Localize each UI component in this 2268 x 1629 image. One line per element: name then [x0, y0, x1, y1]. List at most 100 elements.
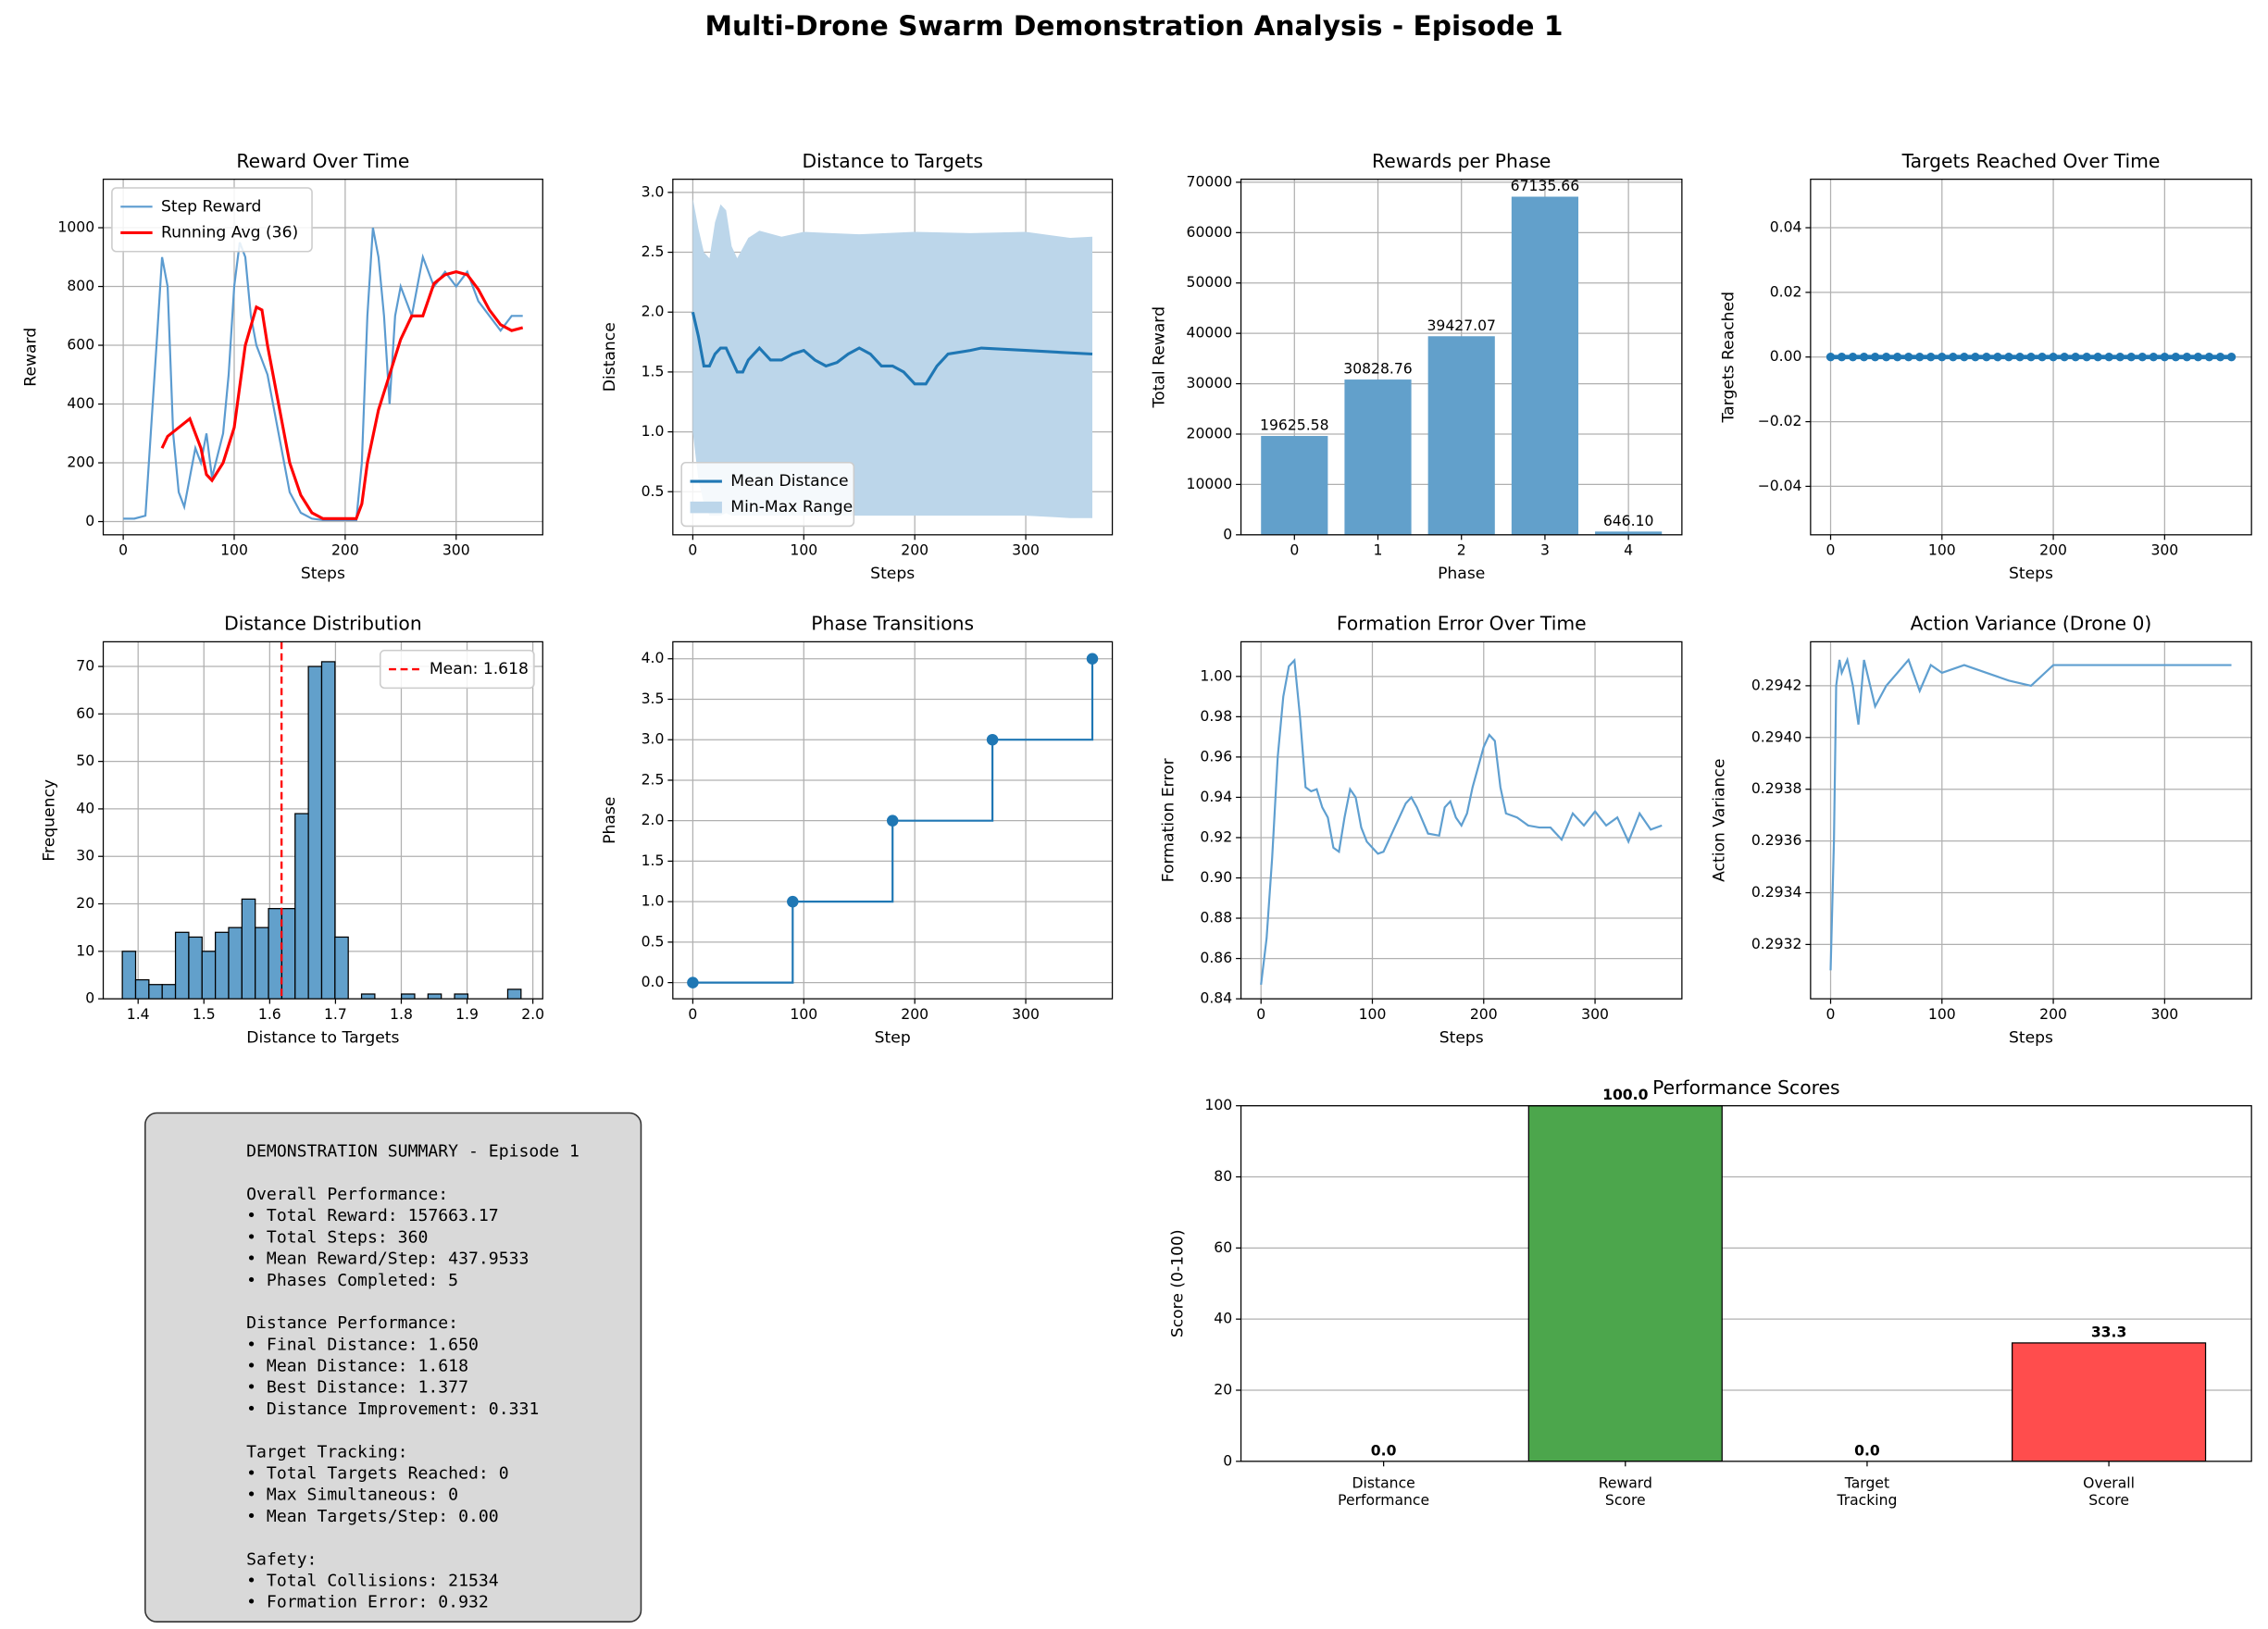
y-tick-label: 60 [1214, 1239, 1232, 1256]
point [2004, 353, 2013, 362]
y-tick-label: 1.0 [642, 893, 665, 910]
y-tick-label: 0.84 [1200, 990, 1232, 1007]
axes-frame [1240, 1105, 2252, 1462]
point [2226, 353, 2237, 362]
x-tick-label: 3 [1540, 541, 1550, 558]
y-axis-label: Total Reward [1150, 306, 1168, 408]
y-tick-label: 0 [1223, 1452, 1232, 1469]
y-tick-label: 0.92 [1200, 828, 1232, 845]
summary-item: • Total Targets Reached: 0 [246, 1464, 508, 1484]
hist-bar [268, 908, 283, 1000]
hist-bar [360, 993, 376, 1000]
y-tick-label: 50000 [1187, 274, 1233, 291]
x-tick-label: 0 [1826, 1006, 1836, 1023]
y-tick-label: 1000 [57, 219, 94, 236]
point [1915, 353, 1925, 362]
point [1960, 353, 1969, 362]
series-line [123, 227, 523, 522]
bar [1511, 196, 1579, 535]
point [2115, 353, 2125, 362]
y-tick-label: 20 [76, 895, 94, 912]
x-tick-label: 300 [1581, 1006, 1609, 1023]
x-tick-label: 200 [2039, 1006, 2067, 1023]
x-axis-label: Steps [2009, 565, 2053, 583]
y-tick-label: 3.0 [642, 731, 665, 748]
y-tick-label: 2.5 [642, 243, 665, 260]
x-tick-label: 0 [1826, 541, 1836, 558]
point [2204, 353, 2214, 362]
y-tick-label: 0.5 [642, 933, 665, 950]
subplot-title: Distance to Targets [802, 150, 982, 172]
value-label: 30828.76 [1343, 361, 1412, 378]
y-axis-label: Distance [601, 322, 619, 392]
summary-item: • Final Distance: 1.650 [246, 1335, 479, 1354]
subplot-title: Reward Over Time [236, 150, 409, 172]
plot-area [1829, 656, 2232, 971]
point [2182, 353, 2192, 362]
y-tick-label: 3.0 [642, 183, 665, 200]
x-tick-label: 100 [790, 541, 817, 558]
y-tick-label: 400 [67, 395, 94, 412]
point [1949, 353, 1958, 362]
hist-bar [255, 926, 269, 1000]
value-label: 0.0 [1371, 1442, 1397, 1459]
hist-bar [241, 898, 256, 1000]
point [2049, 353, 2058, 362]
y-axis-label: Action Variance [1710, 759, 1728, 882]
x-tick-label: 100 [1928, 541, 1956, 558]
range-area [692, 198, 1092, 518]
y-axis-label: Reward [21, 328, 40, 387]
point [2160, 353, 2170, 362]
y-axis-label: Targets Reached [1720, 292, 1738, 423]
y-tick-label: 10 [76, 942, 94, 959]
series-line [1260, 657, 1663, 986]
point [1870, 353, 1880, 362]
x-tick-label: 4 [1624, 541, 1633, 558]
y-tick-label: 0.04 [1770, 219, 1802, 236]
y-tick-label: 80 [1214, 1168, 1232, 1185]
plot-area [687, 653, 1099, 989]
value-label: 0.0 [1854, 1442, 1880, 1459]
hist-bar [400, 993, 416, 1000]
point [986, 733, 999, 746]
x-tick-label: 0 [1290, 541, 1299, 558]
summary-heading: Safety: [246, 1549, 317, 1569]
y-tick-label: 3.5 [642, 690, 665, 707]
axes-frame [1810, 640, 2252, 1000]
value-label: 100.0 [1602, 1087, 1649, 1103]
point [1904, 353, 1913, 362]
x-axis-label: Steps [2009, 1028, 2053, 1047]
y-tick-label: 0.5 [642, 483, 665, 500]
y-tick-label: 0 [1223, 526, 1232, 542]
x-tick-label: 1.7 [324, 1006, 347, 1023]
x-tick-label: 300 [442, 541, 470, 558]
bar [1261, 436, 1328, 535]
y-tick-label: 20 [1214, 1382, 1232, 1399]
y-tick-label: 0.2938 [1751, 780, 1802, 797]
y-tick-label: 0.2936 [1751, 832, 1802, 849]
summary-item: • Mean Reward/Step: 437.9533 [246, 1250, 529, 1269]
point [1926, 353, 1936, 362]
y-tick-label: 600 [67, 337, 94, 354]
subplot: 0 20 40 60 80 100 Distance Performance Reward Sco… [1169, 1076, 2252, 1509]
point [2215, 353, 2225, 362]
y-axis-label: Frequency [41, 779, 59, 862]
summary-heading: Distance Performance: [246, 1313, 458, 1333]
y-tick-label: 2.0 [642, 304, 665, 320]
hist-bar [228, 926, 243, 1000]
bar [2012, 1342, 2207, 1462]
value-label: 39427.07 [1427, 317, 1495, 334]
y-tick-label: 0.2932 [1751, 936, 1802, 952]
y-tick-label: 70 [76, 658, 94, 675]
subplot-title: Phase Transitions [811, 613, 974, 635]
figure-title: Multi-Drone Swarm Demonstration Analysis… [705, 9, 1564, 42]
y-tick-label: 0 [85, 990, 94, 1007]
hist-bar [454, 993, 469, 1000]
subplot: 0 10 20 30 40 50 60 70 1.4 1.5 1.6 1.7 1.8 1.9 2.0 Dist… [41, 613, 544, 1048]
x-axis-label: Step [875, 1028, 911, 1047]
x-tick-label: 300 [2150, 541, 2178, 558]
y-tick-label: 40000 [1187, 325, 1233, 342]
hist-bar [161, 984, 177, 1000]
x-tick-label: 1 [1374, 541, 1383, 558]
point [1848, 353, 1858, 362]
